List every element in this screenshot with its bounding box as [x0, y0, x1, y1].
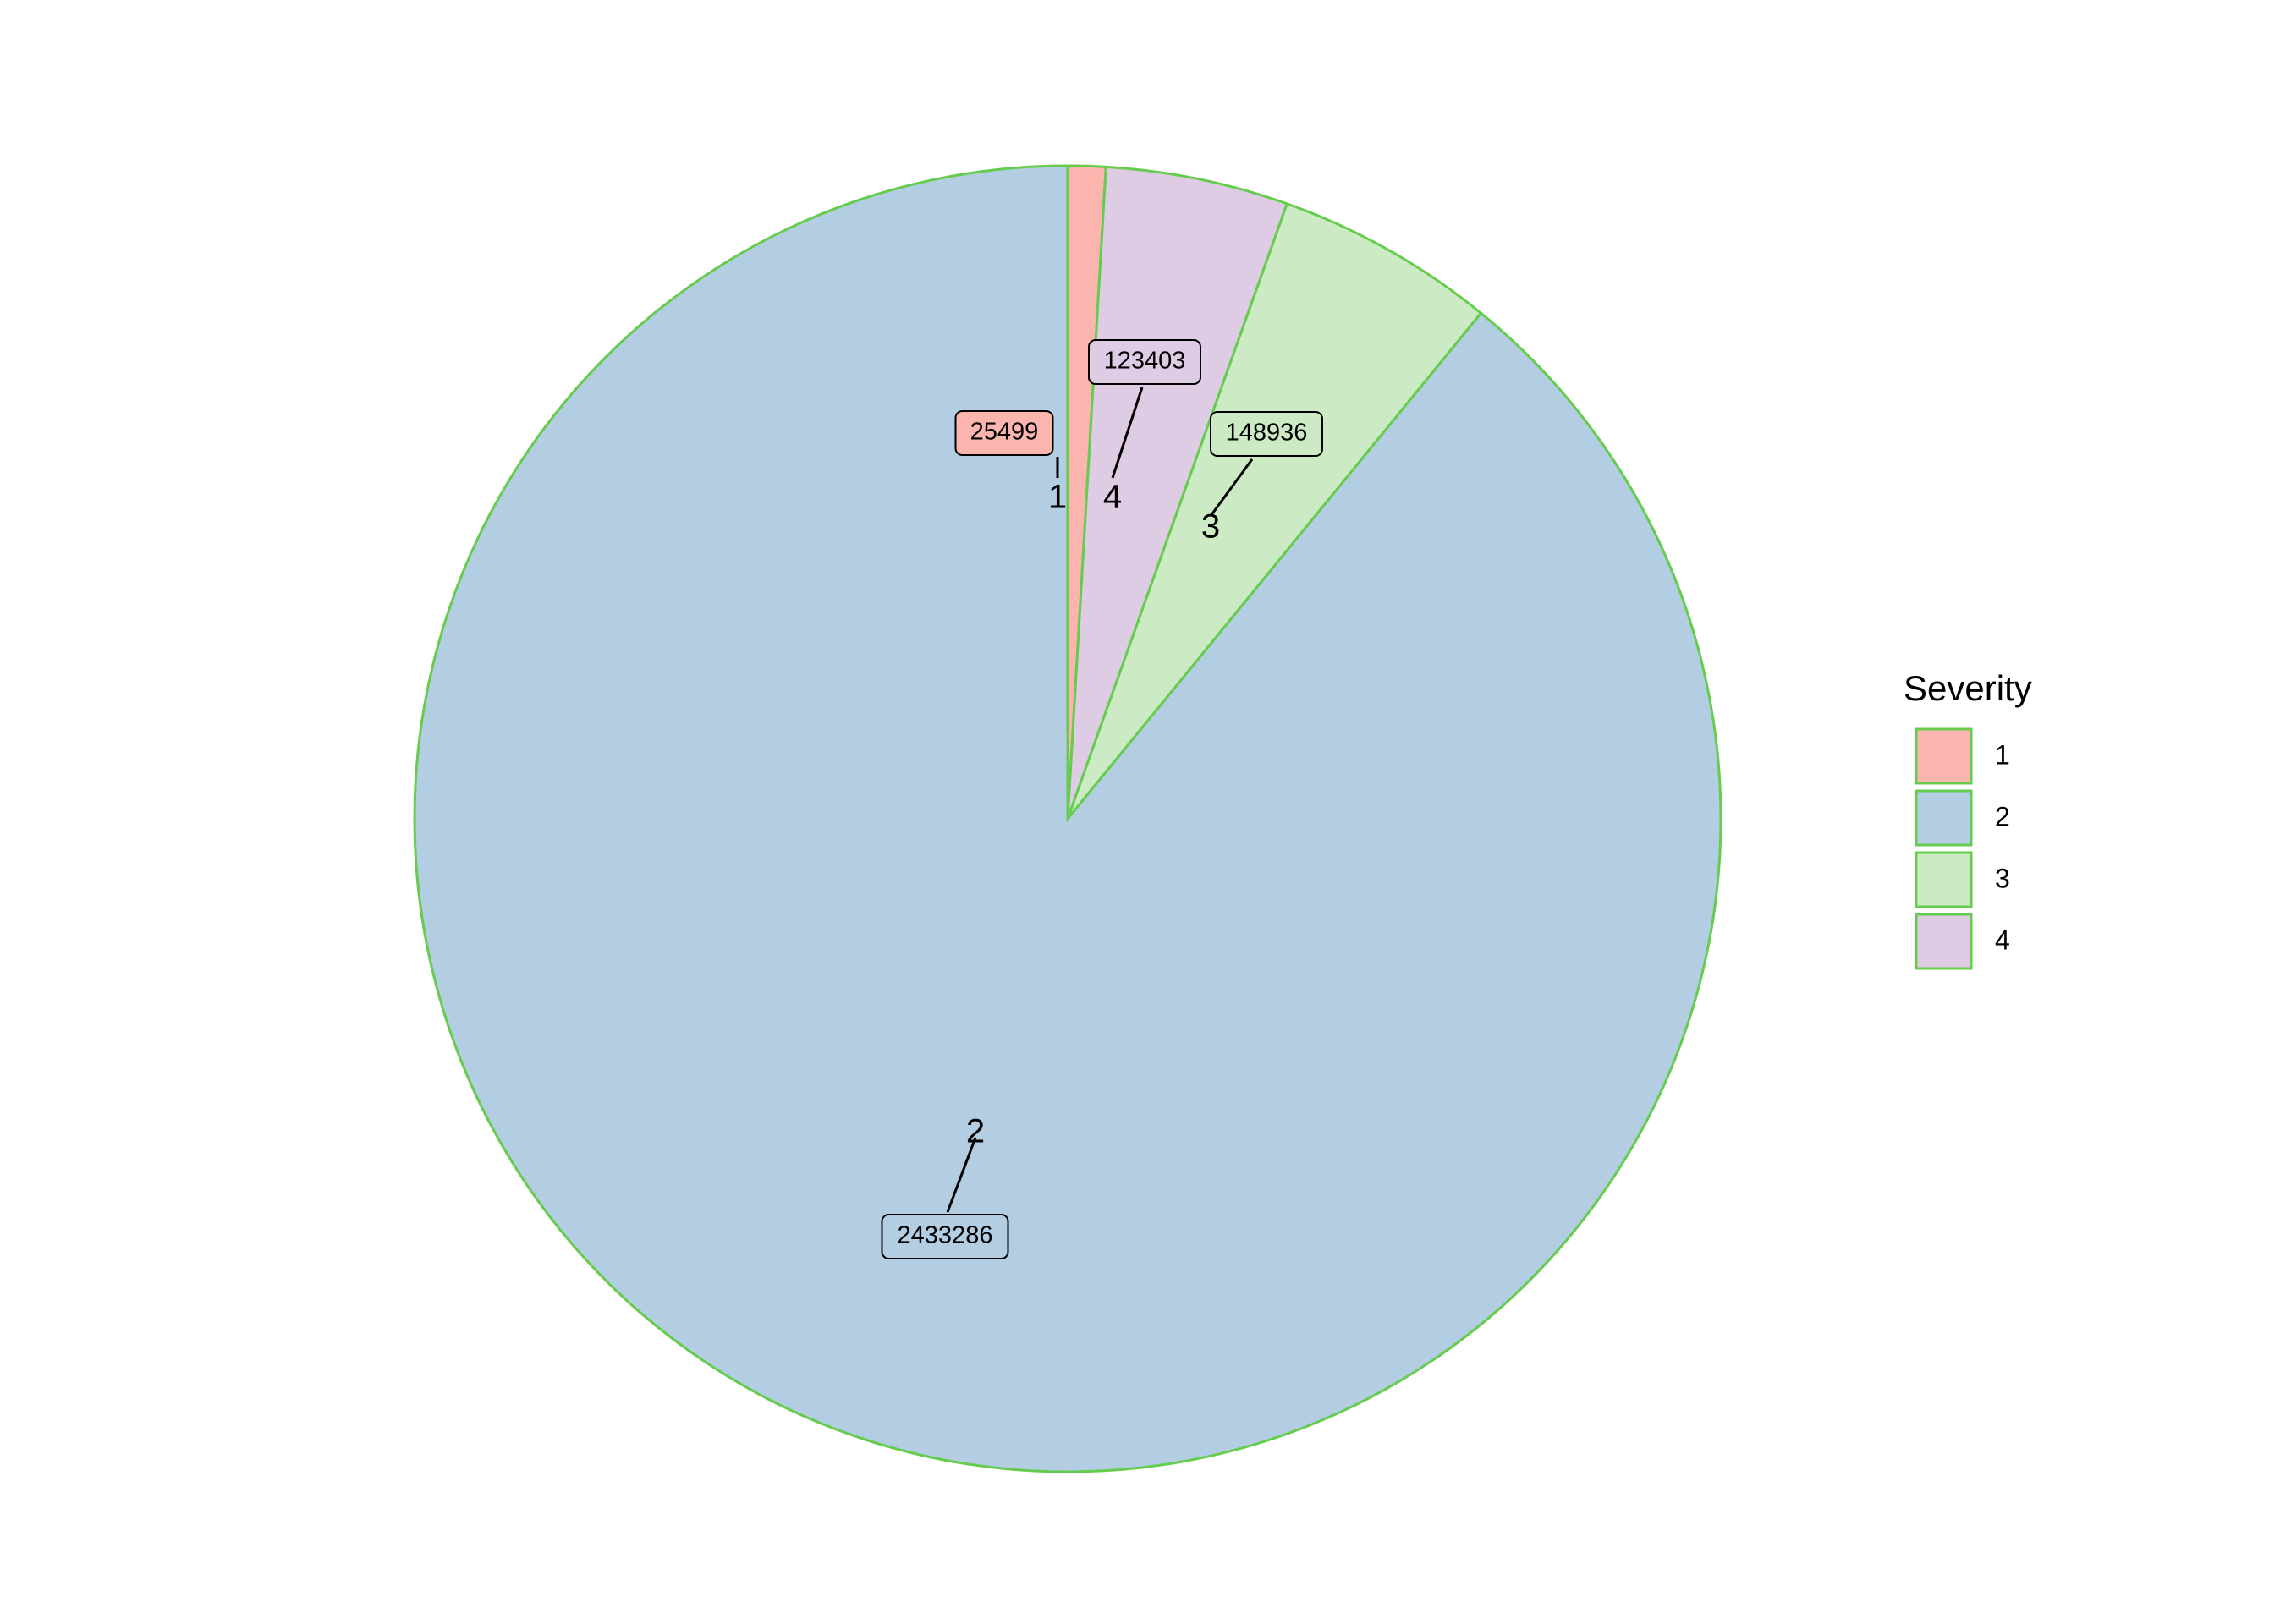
leader-line-3	[1209, 458, 1254, 517]
legend-title: Severity	[1904, 668, 2032, 708]
legend-label-1: 1	[1995, 739, 2010, 770]
value-box-3	[1210, 411, 1323, 457]
value-label-3: 148936	[1210, 411, 1323, 457]
slice-label-2: 2	[966, 1113, 985, 1150]
value-text-2: 2433286	[898, 1222, 993, 1249]
slice-label-4: 4	[1103, 479, 1122, 516]
value-box-1	[954, 410, 1054, 456]
pie-slice-2	[413, 164, 1722, 1473]
legend-key-3	[1915, 851, 1973, 908]
value-text-4: 123403	[1104, 348, 1186, 375]
legend-key-2	[1915, 789, 1973, 847]
pie-slice-3	[1066, 201, 1483, 820]
legend-label-3: 3	[1995, 863, 2010, 893]
legend-label-4: 4	[1995, 924, 2010, 955]
legend-key-4	[1915, 913, 1973, 970]
leader-line-2	[946, 1137, 977, 1213]
legend: Severity 1 2 3 4	[1904, 668, 2032, 970]
value-box-4	[1088, 339, 1201, 385]
pie-labels: 1 25499 4 123403 3 148936 2 2433286	[881, 339, 1323, 1259]
legend-label-2: 2	[1995, 801, 2010, 831]
value-text-1: 25499	[970, 419, 1039, 446]
value-box-2	[881, 1214, 1009, 1259]
slice-label-3: 3	[1201, 508, 1220, 546]
leader-line-4	[1111, 387, 1144, 479]
legend-key-1	[1915, 727, 1973, 785]
pie-slice-4	[1066, 165, 1289, 820]
value-text-3: 148936	[1226, 420, 1308, 447]
value-label-1: 25499	[954, 410, 1054, 456]
slice-label-1: 1	[1048, 479, 1067, 516]
value-label-2: 2433286	[881, 1214, 1009, 1259]
value-label-4: 123403	[1088, 339, 1201, 385]
pie-slices	[413, 164, 1722, 1473]
